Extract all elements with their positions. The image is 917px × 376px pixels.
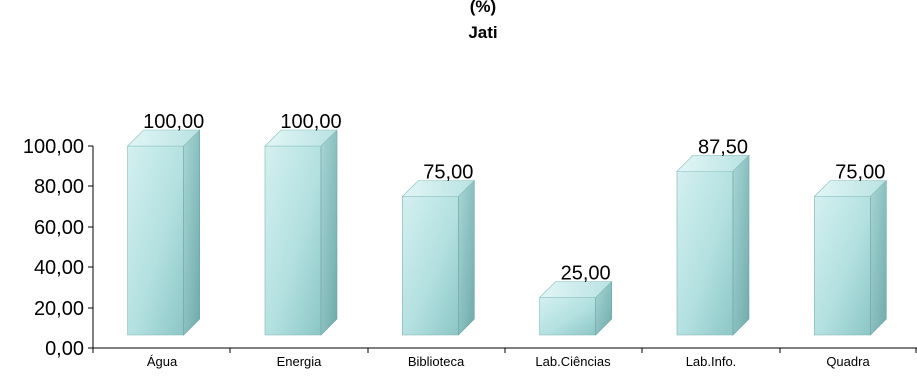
y-tick-label: 100,00: [23, 136, 84, 158]
value-label: 87,50: [698, 136, 748, 158]
x-axis-labels: Água Energia Biblioteca Lab.Ciências Lab…: [147, 354, 871, 369]
y-tick-label: 40,00: [34, 257, 84, 279]
x-category-label: Energia: [277, 354, 323, 369]
chart-title-line-1: (%): [470, 0, 496, 16]
value-label: 75,00: [835, 162, 885, 184]
bar-side-face: [458, 179, 475, 336]
bar: [401, 179, 476, 336]
bar-top-face: [264, 129, 338, 147]
y-axis-ticks: [88, 145, 93, 349]
bar: [264, 129, 338, 336]
bar-top-face: [813, 180, 888, 197]
x-category-label: Lab.Ciências: [535, 354, 611, 369]
bar-top-face: [126, 129, 201, 147]
bar-top-face: [676, 154, 750, 172]
bars-group: [126, 129, 888, 336]
bar-side-face: [183, 129, 200, 336]
bar: [126, 129, 201, 336]
y-tick-label: 80,00: [34, 176, 84, 198]
bar-front-face: [127, 145, 184, 336]
x-category-label: Biblioteca: [408, 354, 465, 369]
bar-top-face: [401, 180, 476, 197]
chart-title-line-2: Jati: [468, 23, 497, 42]
bar: [676, 154, 750, 336]
y-tick-label: 20,00: [34, 298, 84, 320]
y-tick-label: 0,00: [45, 338, 84, 360]
bar: [813, 179, 888, 336]
bar-front-face: [264, 145, 322, 336]
bar-side-face: [870, 179, 887, 336]
x-category-label: Água: [147, 354, 178, 369]
value-labels: 100,00 100,00 75,00 25,00 87,50 75,00: [143, 111, 885, 285]
bar-front-face: [402, 196, 459, 336]
bar-front-face: [814, 196, 871, 336]
y-tick-label: 60,00: [34, 217, 84, 239]
value-label: 100,00: [143, 111, 204, 133]
x-category-label: Lab.Info.: [686, 354, 737, 369]
y-axis-labels: 0,00 20,00 40,00 60,00 80,00 100,00: [23, 136, 84, 360]
value-label: 100,00: [280, 111, 341, 133]
bar-side-face: [732, 154, 750, 336]
x-category-label: Quadra: [826, 354, 870, 369]
bar-top-face: [538, 281, 613, 298]
value-label: 75,00: [423, 162, 473, 184]
bar: [538, 280, 613, 336]
bar-front-face: [539, 297, 596, 336]
bar-front-face: [676, 170, 734, 336]
x-axis-ticks: [92, 348, 917, 353]
bar-side-face: [320, 129, 338, 336]
value-label: 25,00: [561, 263, 611, 285]
